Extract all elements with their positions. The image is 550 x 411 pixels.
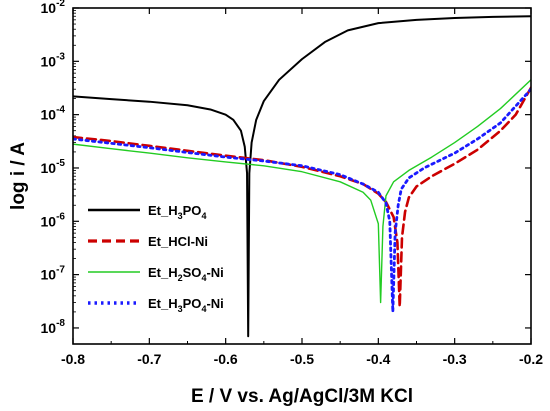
x-axis-title: E / V vs. Ag/AgCl/3M KCl <box>191 386 413 407</box>
plot-frame <box>72 7 532 345</box>
series-line-4 <box>73 87 531 314</box>
legend: Et_H3PO4 Et_HCl-Ni Et_H2SO4-Ni Et_H3PO4-Ni <box>88 203 224 314</box>
series-line-2 <box>73 86 531 309</box>
y-tick-label: 10-4 <box>41 105 66 123</box>
y-tick-label: 10-5 <box>41 158 66 176</box>
y-tick-labels: 10-8 10-7 10-6 10-5 10-4 10-3 10-2 <box>41 0 66 336</box>
y-tick-label: 10-6 <box>41 211 66 229</box>
x-tick-label: -0.7 <box>137 351 161 367</box>
x-tick-label: -0.4 <box>366 351 390 367</box>
x-tick-label: -0.3 <box>443 351 467 367</box>
y-tick-label: 10-2 <box>41 0 66 16</box>
series-line-1 <box>73 15 531 338</box>
legend-label-4: Et_H3PO4-Ni <box>148 296 224 314</box>
x-tick-label: -0.6 <box>214 351 238 367</box>
y-tick-label: 10-8 <box>41 318 66 336</box>
y-tick-label: 10-7 <box>41 265 66 283</box>
y-tick-label: 10-3 <box>41 51 66 69</box>
series-lines <box>73 15 531 338</box>
series-line-3 <box>73 79 531 304</box>
legend-label-3: Et_H2SO4-Ni <box>148 265 224 283</box>
x-tick-label: -0.2 <box>519 351 543 367</box>
legend-label-2: Et_HCl-Ni <box>148 234 208 249</box>
y-axis-title: log i / A <box>8 142 29 210</box>
x-tick-label: -0.8 <box>61 351 85 367</box>
x-tick-label: -0.5 <box>290 351 314 367</box>
x-tick-labels: -0.8 -0.7 -0.6 -0.5 -0.4 -0.3 -0.2 <box>61 351 543 367</box>
legend-label-1: Et_H3PO4 <box>148 203 206 221</box>
